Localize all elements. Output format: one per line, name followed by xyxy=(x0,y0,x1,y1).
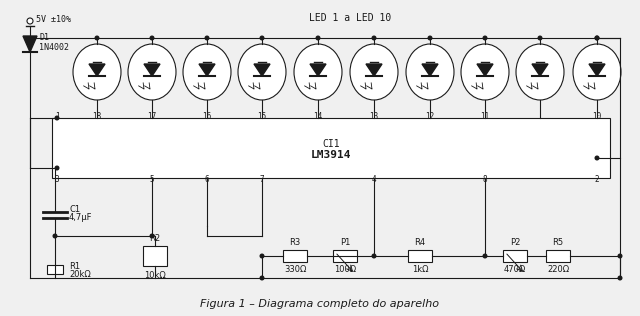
Bar xyxy=(52,118,610,178)
Text: 4: 4 xyxy=(372,175,376,184)
Circle shape xyxy=(55,116,59,120)
Polygon shape xyxy=(422,64,438,76)
Ellipse shape xyxy=(516,44,564,100)
Circle shape xyxy=(618,276,622,280)
Text: 3: 3 xyxy=(54,175,60,184)
Circle shape xyxy=(150,234,154,238)
Text: 8: 8 xyxy=(483,175,487,184)
Ellipse shape xyxy=(406,44,454,100)
Circle shape xyxy=(55,166,59,170)
Text: R1: R1 xyxy=(69,262,80,271)
Polygon shape xyxy=(199,64,215,76)
Circle shape xyxy=(428,36,432,40)
Circle shape xyxy=(595,156,599,160)
Text: P2: P2 xyxy=(510,238,520,247)
Text: 10kΩ: 10kΩ xyxy=(144,271,166,280)
Circle shape xyxy=(483,36,487,40)
Text: Figura 1 – Diagrama completo do aparelho: Figura 1 – Diagrama completo do aparelho xyxy=(200,299,440,309)
Text: 18: 18 xyxy=(92,112,102,121)
Text: R3: R3 xyxy=(289,238,301,247)
Text: 220Ω: 220Ω xyxy=(547,265,569,274)
Ellipse shape xyxy=(183,44,231,100)
Ellipse shape xyxy=(73,44,121,100)
Bar xyxy=(333,250,357,262)
Text: 330Ω: 330Ω xyxy=(284,265,306,274)
Ellipse shape xyxy=(294,44,342,100)
Ellipse shape xyxy=(238,44,286,100)
Circle shape xyxy=(618,254,622,258)
Circle shape xyxy=(95,36,99,40)
Polygon shape xyxy=(254,64,270,76)
Circle shape xyxy=(260,36,264,40)
Text: 12: 12 xyxy=(426,112,435,121)
Circle shape xyxy=(27,18,33,24)
Circle shape xyxy=(595,36,599,40)
Text: 100Ω: 100Ω xyxy=(334,265,356,274)
Text: R4: R4 xyxy=(415,238,426,247)
Bar xyxy=(47,265,63,274)
Bar xyxy=(408,250,432,262)
Polygon shape xyxy=(144,64,160,76)
Text: 6: 6 xyxy=(205,175,209,184)
Ellipse shape xyxy=(461,44,509,100)
Text: 10: 10 xyxy=(593,112,602,121)
Text: 4,7μF: 4,7μF xyxy=(69,214,93,222)
Text: LM3914: LM3914 xyxy=(311,150,351,160)
Polygon shape xyxy=(366,64,382,76)
Text: 13: 13 xyxy=(369,112,379,121)
Circle shape xyxy=(538,36,542,40)
Text: 5V ±10%: 5V ±10% xyxy=(36,15,71,23)
Circle shape xyxy=(316,36,320,40)
Circle shape xyxy=(372,36,376,40)
Text: 1N4002: 1N4002 xyxy=(39,44,69,52)
Bar xyxy=(546,250,570,262)
Text: 2: 2 xyxy=(595,175,599,184)
Circle shape xyxy=(150,36,154,40)
Text: 1: 1 xyxy=(54,112,60,121)
Polygon shape xyxy=(310,64,326,76)
Text: 20kΩ: 20kΩ xyxy=(69,270,91,279)
Circle shape xyxy=(205,36,209,40)
Circle shape xyxy=(53,234,57,238)
Polygon shape xyxy=(89,64,105,76)
Text: 5: 5 xyxy=(150,175,154,184)
Circle shape xyxy=(260,254,264,258)
Ellipse shape xyxy=(573,44,621,100)
Circle shape xyxy=(260,276,264,280)
Text: C1: C1 xyxy=(69,205,80,215)
Text: D1: D1 xyxy=(39,33,49,41)
Text: P1: P1 xyxy=(340,238,350,247)
Text: 14: 14 xyxy=(314,112,323,121)
Text: 470Ω: 470Ω xyxy=(504,265,526,274)
Text: 16: 16 xyxy=(202,112,212,121)
Polygon shape xyxy=(589,64,605,76)
Polygon shape xyxy=(477,64,493,76)
Bar xyxy=(283,250,307,262)
Text: R5: R5 xyxy=(552,238,564,247)
Text: 17: 17 xyxy=(147,112,157,121)
Text: 1kΩ: 1kΩ xyxy=(412,265,428,274)
Ellipse shape xyxy=(350,44,398,100)
Ellipse shape xyxy=(128,44,176,100)
Text: R2: R2 xyxy=(149,234,161,243)
Polygon shape xyxy=(532,64,548,76)
Bar xyxy=(143,246,167,266)
Text: 11: 11 xyxy=(481,112,490,121)
Bar xyxy=(503,250,527,262)
Text: CI1: CI1 xyxy=(322,139,340,149)
Text: LED 1 a LED 10: LED 1 a LED 10 xyxy=(309,13,391,23)
Text: 7: 7 xyxy=(260,175,264,184)
Text: 15: 15 xyxy=(257,112,267,121)
Polygon shape xyxy=(23,36,37,52)
Circle shape xyxy=(483,254,487,258)
Circle shape xyxy=(595,36,599,40)
Circle shape xyxy=(372,254,376,258)
